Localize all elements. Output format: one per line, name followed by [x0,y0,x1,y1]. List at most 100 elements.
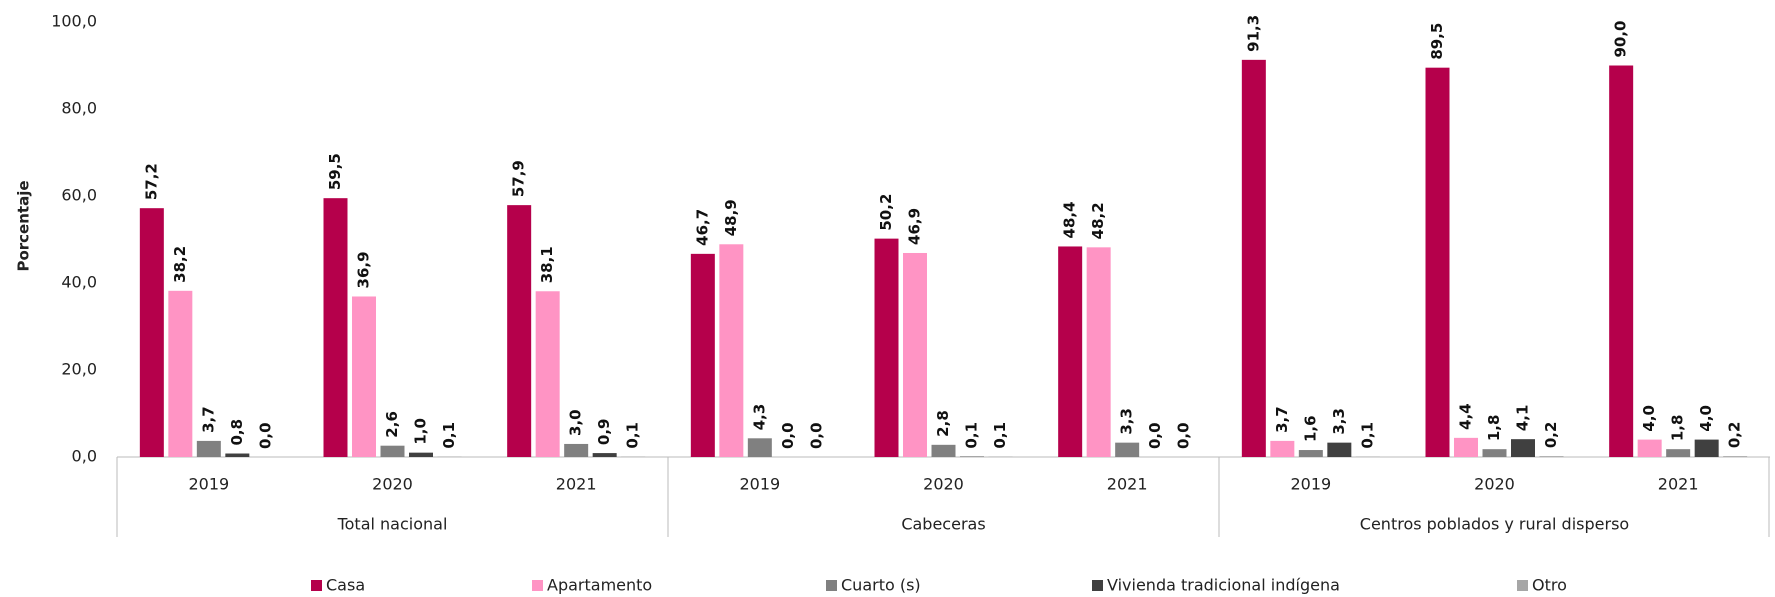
bar [1058,246,1083,457]
value-label: 57,2 [142,163,160,200]
bar [592,453,617,457]
bar [1694,439,1719,457]
x-tick-label: 2019 [1290,475,1331,494]
legend-label: Apartamento [547,576,652,595]
x-tick-label: 2019 [739,475,780,494]
value-label: 0,8 [228,419,246,446]
value-label: 4,0 [1640,405,1658,432]
value-label: 91,3 [1244,15,1262,52]
bar [380,445,405,457]
bar [1511,439,1535,457]
value-label: 59,5 [326,153,344,190]
bar [1425,67,1450,458]
x-tick-label: 2021 [556,475,597,494]
value-label: 0,0 [256,422,274,449]
bar [1723,456,1748,457]
value-label: 0,1 [440,422,458,449]
value-label: 50,2 [877,194,895,231]
value-label: 89,5 [1428,23,1446,60]
legend-swatch [311,580,322,591]
value-label: 3,7 [199,406,217,433]
legend-swatch [1517,580,1528,591]
value-label: 46,7 [693,209,711,246]
bar [719,244,744,457]
value-label: 0,0 [807,422,825,449]
value-label: 0,2 [1542,422,1560,449]
x-tick-label: 2020 [372,475,413,494]
value-label: 48,9 [722,199,740,236]
value-label: 1,6 [1301,415,1319,442]
bar [323,198,348,458]
bar [1637,439,1662,457]
value-label: 4,0 [1697,405,1715,432]
value-label: 90,0 [1612,20,1630,57]
value-label: 48,2 [1089,202,1107,239]
x-tick-label: 2021 [1658,475,1699,494]
bar [1454,437,1478,457]
value-label: 36,9 [355,251,373,288]
bar [874,238,899,457]
value-label: 0,0 [1175,422,1193,449]
y-tick-label: 20,0 [61,360,97,379]
x-tick-label: 2019 [188,475,229,494]
bar [1298,450,1323,457]
bar [535,291,560,457]
bar [1666,449,1691,457]
bar [1609,65,1634,457]
value-label: 2,8 [934,410,952,437]
legend-label: Vivienda tradicional indígena [1107,576,1340,595]
bar [168,290,193,457]
group-label: Total nacional [337,515,448,534]
bar [1482,449,1507,457]
bar [196,440,221,457]
legend-label: Casa [326,576,365,595]
bar [1241,59,1266,457]
bar [409,452,433,457]
bar [352,296,376,457]
value-label: 3,3 [1118,408,1136,435]
value-label: 0,0 [779,422,797,449]
value-label: 0,2 [1726,422,1744,449]
y-axis-title: Porcentaje [15,180,33,271]
x-tick-label: 2020 [1474,475,1515,494]
y-tick-label: 0,0 [72,447,97,466]
value-label: 57,9 [510,160,528,197]
legend-swatch [826,580,837,591]
value-label: 46,9 [906,208,924,245]
legend-swatch [1092,580,1103,591]
legend-label: Cuarto (s) [841,576,921,595]
bar [1115,442,1140,457]
value-label: 3,7 [1273,406,1291,433]
y-tick-label: 40,0 [61,273,97,292]
bar [931,444,956,457]
value-label: 4,3 [750,404,768,431]
bar [690,253,715,457]
value-label: 38,2 [171,246,189,283]
value-label: 4,4 [1457,403,1475,430]
bar [507,205,532,457]
bar [903,252,927,457]
group-label: Centros poblados y rural disperso [1360,515,1629,534]
group-label: Cabeceras [901,515,985,534]
value-label: 0,1 [963,422,981,449]
value-label: 0,1 [991,422,1009,449]
value-label: 4,1 [1514,405,1532,432]
x-tick-label: 2021 [1107,475,1148,494]
x-tick-label: 2020 [923,475,964,494]
legend-swatch [532,580,543,591]
bar [747,438,772,457]
value-label: 0,1 [1358,422,1376,449]
bar [1539,456,1564,457]
legend-label: Otro [1532,576,1567,595]
value-label: 0,1 [624,422,642,449]
value-label: 1,8 [1669,415,1687,442]
bar [225,453,250,457]
bar [1270,440,1295,457]
y-tick-label: 100,0 [51,12,97,31]
y-tick-label: 60,0 [61,186,97,205]
value-label: 48,4 [1061,201,1079,238]
value-label: 38,1 [538,246,556,283]
bar [1086,247,1111,457]
value-label: 1,0 [412,418,430,445]
